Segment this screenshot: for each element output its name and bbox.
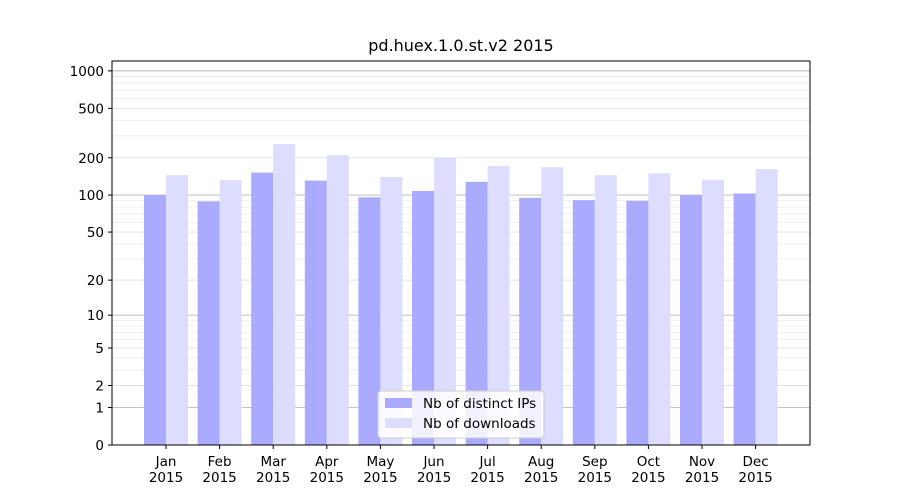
x-tick-label-jan: Jan 2015 [149, 454, 183, 486]
bar-downloads-feb [219, 180, 242, 445]
x-tick-label-mar: Mar 2015 [256, 454, 290, 486]
bar-distinct-ips-nov [680, 195, 702, 445]
legend: Nb of distinct IPs Nb of downloads [377, 390, 545, 439]
y-tick-label: 500 [78, 101, 104, 117]
x-tick-month: Jun [422, 454, 444, 470]
bar-downloads-nov [702, 179, 724, 445]
x-tick-label-aug: Aug 2015 [524, 454, 558, 486]
x-tick-year: 2015 [417, 470, 451, 486]
bar-distinct-ips-feb [197, 201, 220, 445]
x-tick-label-oct: Oct 2015 [631, 454, 665, 486]
x-tick-year: 2015 [256, 470, 290, 486]
x-tick-label-apr: Apr 2015 [310, 454, 344, 486]
legend-swatch [385, 398, 412, 408]
y-tick-label: 100 [78, 188, 104, 204]
bar-downloads-apr [326, 155, 349, 445]
y-tick-label: 20 [87, 273, 104, 289]
x-tick-month: Apr [315, 454, 339, 470]
legend-label: Nb of downloads [423, 416, 536, 432]
x-tick-year: 2015 [578, 470, 612, 486]
bar-downloads-dec [755, 169, 778, 445]
y-tick-label: 1 [95, 400, 104, 416]
bars [144, 144, 778, 446]
bar-distinct-ips-jun [412, 190, 434, 445]
x-tick-year: 2015 [631, 470, 665, 486]
bar-distinct-ips-sep [572, 200, 595, 445]
bar-distinct-ips-mar [251, 172, 274, 446]
x-tick-month: Oct [637, 454, 660, 470]
y-tick-label: 2 [95, 379, 104, 395]
bar-downloads-mar [273, 144, 296, 445]
x-tick-month: Feb [208, 454, 232, 470]
bar-distinct-ips-dec [733, 193, 756, 445]
bar-distinct-ips-jul [465, 181, 488, 445]
x-tick-year: 2015 [363, 470, 397, 486]
bar-distinct-ips-oct [626, 200, 649, 445]
bar-distinct-ips-jan [144, 195, 166, 445]
x-tick-month: Sep [582, 454, 607, 470]
bar-downloads-may [380, 177, 403, 445]
bar-distinct-ips-apr [304, 180, 327, 446]
x-tick-year: 2015 [202, 470, 236, 486]
x-tick-month: Jul [478, 454, 495, 470]
x-tick-month: Nov [689, 454, 715, 470]
x-tick-label-feb: Feb 2015 [202, 454, 236, 486]
bar-downloads-aug [541, 167, 564, 445]
x-tick-year: 2015 [524, 470, 558, 486]
x-tick-month: Mar [260, 454, 286, 470]
x-tick-label-jun: Jun 2015 [417, 454, 451, 486]
y-tick-label: 5 [95, 341, 104, 357]
y-tick-label: 10 [87, 308, 104, 324]
y-tick-label: 200 [78, 151, 104, 167]
x-tick-month: Dec [743, 454, 769, 470]
x-tick-label-nov: Nov 2015 [685, 454, 719, 486]
legend-box [377, 390, 545, 439]
x-tick-year: 2015 [685, 470, 719, 486]
x-tick-label-jul: Jul 2015 [470, 454, 504, 486]
legend-swatch [385, 418, 412, 428]
legend-label: Nb of distinct IPs [423, 396, 536, 412]
bar-distinct-ips-aug [519, 197, 542, 445]
x-tick-year: 2015 [470, 470, 504, 486]
x-tick-month: Jan [155, 454, 177, 470]
bar-downloads-jan [166, 175, 188, 445]
x-tick-label-may: May 2015 [363, 454, 397, 486]
x-tick-year: 2015 [149, 470, 183, 486]
y-tick-label: 50 [87, 225, 104, 241]
bar-distinct-ips-may [358, 197, 381, 445]
bar-downloads-jul [487, 165, 510, 445]
x-tick-month: May [366, 454, 394, 470]
bar-downloads-oct [648, 173, 671, 445]
bar-downloads-sep [594, 175, 617, 445]
x-tick-month: Aug [528, 454, 554, 470]
y-tick-label: 1000 [70, 64, 104, 80]
x-tick-year: 2015 [310, 470, 344, 486]
y-tick-label: 0 [95, 438, 104, 454]
plot-frame [111, 60, 811, 446]
chart-title: pd.huex.1.0.st.v2 2015 [368, 36, 553, 55]
bar-downloads-jun [434, 157, 456, 445]
x-tick-year: 2015 [738, 470, 772, 486]
x-tick-label-sep: Sep 2015 [578, 454, 612, 486]
x-tick-label-dec: Dec 2015 [738, 454, 772, 486]
